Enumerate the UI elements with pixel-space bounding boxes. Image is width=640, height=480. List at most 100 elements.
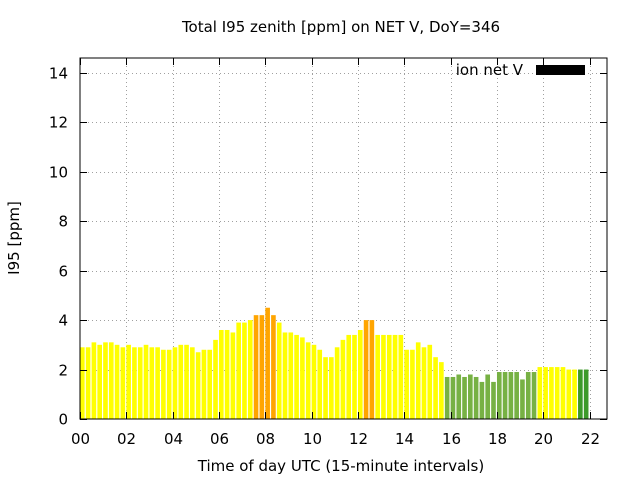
bar <box>566 369 572 419</box>
x-tick-label: 08 <box>256 430 275 448</box>
bar <box>433 357 438 419</box>
bar <box>132 347 137 419</box>
bar <box>213 339 218 419</box>
bar <box>282 332 288 419</box>
bar <box>514 372 519 419</box>
bar <box>97 344 102 419</box>
bar <box>369 320 375 419</box>
bar <box>265 307 270 419</box>
bar <box>103 342 108 419</box>
x-tick-label: 12 <box>349 430 368 448</box>
bar <box>166 349 172 419</box>
bar <box>329 357 334 419</box>
bar <box>427 344 433 419</box>
bar <box>294 334 299 419</box>
bar <box>108 342 114 419</box>
bar <box>305 342 311 419</box>
bar <box>398 334 404 419</box>
bar <box>253 315 259 419</box>
grid-lines <box>80 58 607 419</box>
bar <box>479 381 485 419</box>
y-axis-label: I95 [ppm] <box>5 201 23 275</box>
bar <box>583 369 589 419</box>
bar <box>91 342 97 419</box>
bar <box>572 369 577 419</box>
legend-label: ion net V <box>456 61 524 79</box>
bar <box>554 367 560 419</box>
bar <box>172 347 178 419</box>
x-tick-label: 04 <box>164 430 183 448</box>
bar <box>525 372 531 419</box>
bar <box>578 369 583 419</box>
x-tick-label: 02 <box>117 430 136 448</box>
bar <box>311 344 317 419</box>
bar <box>543 367 548 419</box>
x-tick-label: 16 <box>442 430 461 448</box>
bar <box>184 344 189 419</box>
x-tick-label: 14 <box>395 430 414 448</box>
bar <box>230 332 236 419</box>
bar <box>247 320 253 419</box>
bar <box>149 347 155 419</box>
bar <box>415 342 421 419</box>
bar <box>410 349 415 419</box>
y-tick-label: 0 <box>58 411 68 429</box>
bar <box>190 347 195 419</box>
bar <box>195 352 201 419</box>
bar <box>386 334 392 419</box>
bar <box>236 322 241 419</box>
bar <box>288 332 294 419</box>
bar <box>462 376 467 419</box>
y-tick-label: 4 <box>58 312 68 330</box>
bar <box>218 329 224 419</box>
bar <box>276 322 282 419</box>
chart-title: Total I95 zenith [ppm] on NET V, DoY=346 <box>181 18 500 36</box>
bar <box>155 347 160 419</box>
x-tick-label: 18 <box>488 430 507 448</box>
bar <box>496 372 502 419</box>
bar <box>404 349 409 419</box>
y-tick-label: 12 <box>49 114 68 132</box>
bar <box>346 334 352 419</box>
x-tick-label: 00 <box>71 430 90 448</box>
plot-frame <box>79 57 608 420</box>
bar <box>491 381 496 419</box>
legend-swatch <box>536 65 585 75</box>
y-tick-label: 14 <box>49 65 68 83</box>
bar <box>508 372 514 419</box>
bar <box>340 339 346 419</box>
bar <box>502 372 508 419</box>
bar <box>363 320 369 419</box>
bar <box>207 349 213 419</box>
bar <box>421 347 427 419</box>
y-tick-label: 10 <box>49 164 68 182</box>
bar <box>300 337 305 419</box>
bar <box>80 347 85 419</box>
bar <box>381 334 386 419</box>
bar <box>126 344 131 419</box>
bar <box>259 315 265 419</box>
bar <box>352 334 357 419</box>
bar <box>201 349 207 419</box>
bar <box>392 334 398 419</box>
bar <box>549 367 554 419</box>
bar <box>468 374 473 419</box>
bar <box>242 322 247 419</box>
bar <box>85 347 91 419</box>
bar <box>531 372 537 419</box>
legend: ion net V <box>456 61 585 79</box>
x-tick-label: 06 <box>210 430 229 448</box>
bar <box>178 344 184 419</box>
bar <box>357 329 363 419</box>
bar <box>439 362 444 419</box>
bar <box>224 329 230 419</box>
bar <box>450 376 456 419</box>
bar <box>143 344 149 419</box>
x-tick-label: 22 <box>581 430 600 448</box>
bar <box>473 376 479 419</box>
bar <box>161 349 166 419</box>
x-tick-label: 20 <box>534 430 553 448</box>
bar <box>317 349 323 419</box>
